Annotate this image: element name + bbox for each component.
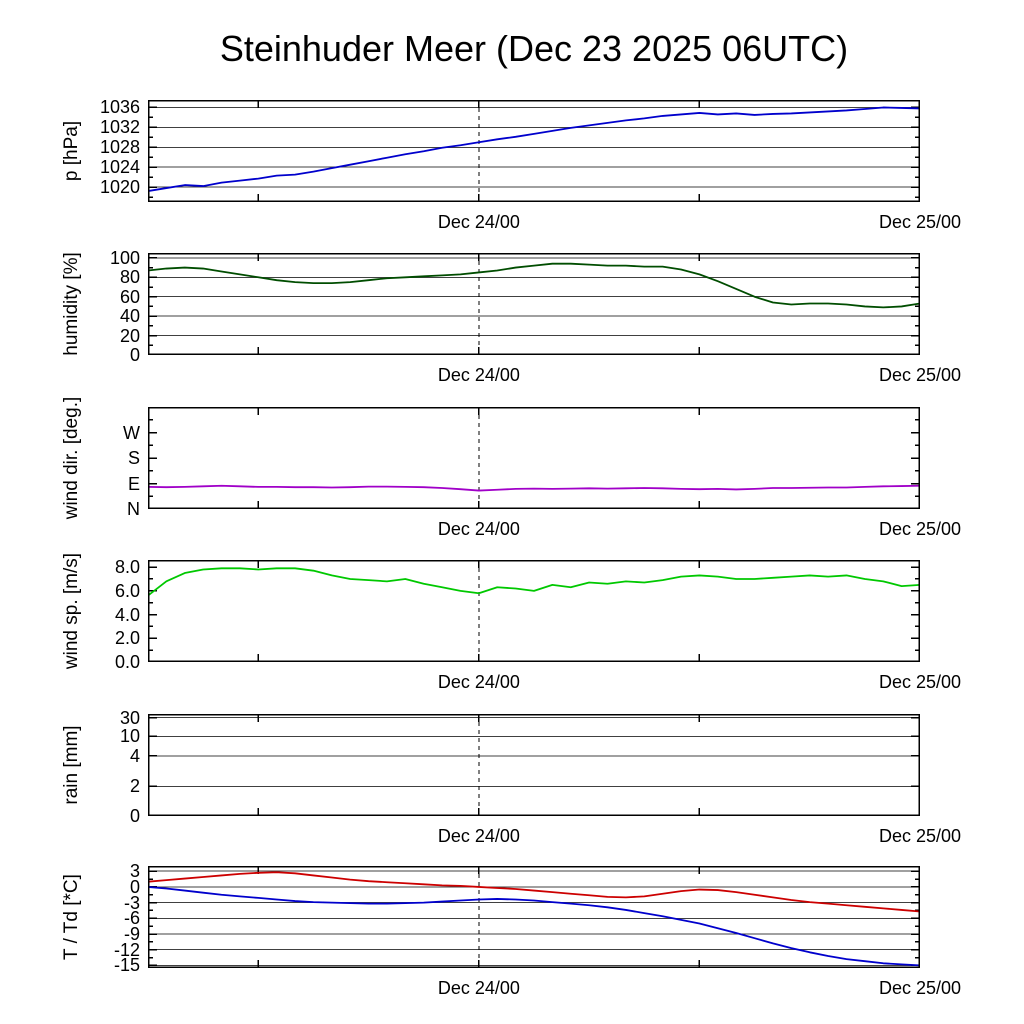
ytick-label-temperature: 3 — [129, 861, 140, 882]
ytick-label-rain: 2 — [129, 776, 140, 797]
xtick-label: Dec 25/00 — [878, 519, 962, 539]
ytick-label-wind-speed: 2.0 — [114, 628, 140, 649]
ytick-label-humidity: 60 — [119, 286, 140, 307]
ylabel-pressure: p [hPa] — [61, 120, 82, 182]
ytick-label-wind-direction: S — [127, 448, 140, 468]
ylabel-humidity: humidity [%] — [61, 252, 82, 356]
ytick-label-humidity: 40 — [119, 306, 140, 327]
plot-border — [148, 560, 920, 662]
temperature-line — [148, 871, 920, 913]
gridlines — [148, 870, 920, 966]
ytick-label-humidity: 80 — [119, 267, 140, 288]
xtick-label: Dec 24/00 — [437, 212, 520, 232]
humidity-line — [148, 262, 920, 309]
ytick-label-wind-direction: W — [123, 422, 140, 443]
plot-border — [148, 714, 920, 816]
ytick-label-rain: 30 — [119, 707, 140, 728]
ytick-label-pressure: 1024 — [99, 157, 140, 178]
ytick-label-pressure: 1028 — [99, 137, 140, 158]
ytick-label-temperature: -3 — [123, 892, 140, 913]
ylabel-rain: rain [mm] — [61, 725, 82, 805]
plot-wind-direction — [148, 407, 920, 509]
xtick-label: Dec 24/00 — [437, 672, 520, 692]
ytick-label-wind-direction: N — [127, 499, 140, 519]
xtick-label: Dec 25/00 — [878, 978, 962, 998]
ytick-label-rain: 4 — [129, 745, 140, 766]
dewpoint-line — [148, 886, 920, 967]
ytick-label-pressure: 1020 — [99, 177, 140, 198]
ytick-label-pressure: 1032 — [99, 117, 140, 138]
ytick-label-rain: 10 — [119, 726, 140, 747]
ytick-label-humidity: 100 — [109, 247, 140, 268]
ytick-label-temperature: 0 — [129, 876, 140, 897]
ylabel-wind-speed: wind sp. [m/s] — [61, 552, 82, 670]
gridlines — [148, 257, 920, 337]
tick-marks — [148, 407, 920, 509]
xtick-label: Dec 24/00 — [437, 978, 520, 998]
xtick-label: Dec 24/00 — [437, 365, 520, 385]
plot-wind-speed — [148, 560, 920, 662]
ytick-label-temperature: -9 — [123, 924, 140, 944]
plot-rain — [148, 714, 920, 816]
ytick-label-wind-speed: 6.0 — [114, 580, 140, 601]
ytick-label-pressure: 1036 — [99, 97, 140, 118]
plot-pressure — [148, 100, 920, 202]
xtick-label: Dec 25/00 — [878, 365, 962, 385]
ytick-label-humidity: 0 — [129, 345, 140, 365]
ytick-label-wind-direction: E — [127, 473, 140, 494]
plot-temperature — [148, 866, 920, 968]
ytick-label-humidity: 20 — [119, 325, 140, 346]
chart-title: Steinhuder Meer (Dec 23 2025 06UTC) — [219, 28, 849, 69]
plot-border — [148, 866, 920, 968]
gridlines — [148, 106, 920, 188]
xtick-label: Dec 25/00 — [878, 212, 962, 232]
plot-border — [148, 100, 920, 202]
xtick-label: Dec 25/00 — [878, 826, 962, 846]
tick-marks — [148, 866, 920, 968]
ytick-label-temperature: -12 — [113, 939, 140, 960]
xtick-label: Dec 25/00 — [878, 672, 962, 692]
ylabel-temperature: T / Td [*C] — [61, 874, 82, 960]
plot-humidity — [148, 253, 920, 355]
ytick-label-wind-speed: 8.0 — [114, 557, 140, 578]
wind-direction-line — [148, 484, 920, 492]
tick-marks — [148, 714, 920, 816]
plot-border — [148, 407, 920, 509]
ytick-label-temperature: -15 — [113, 955, 140, 976]
plot-border — [148, 253, 920, 355]
ylabel-wind-direction: wind dir. [deg.] — [61, 396, 82, 520]
xtick-label: Dec 24/00 — [437, 519, 520, 539]
wind-speed-line — [148, 567, 920, 597]
pressure-line — [148, 106, 920, 192]
ytick-label-wind-speed: 4.0 — [114, 604, 140, 625]
xtick-label: Dec 24/00 — [437, 826, 520, 846]
ytick-label-rain: 0 — [129, 806, 140, 826]
ytick-label-temperature: -6 — [123, 908, 140, 929]
ytick-label-wind-speed: 0.0 — [114, 652, 140, 672]
gridlines — [148, 717, 920, 787]
